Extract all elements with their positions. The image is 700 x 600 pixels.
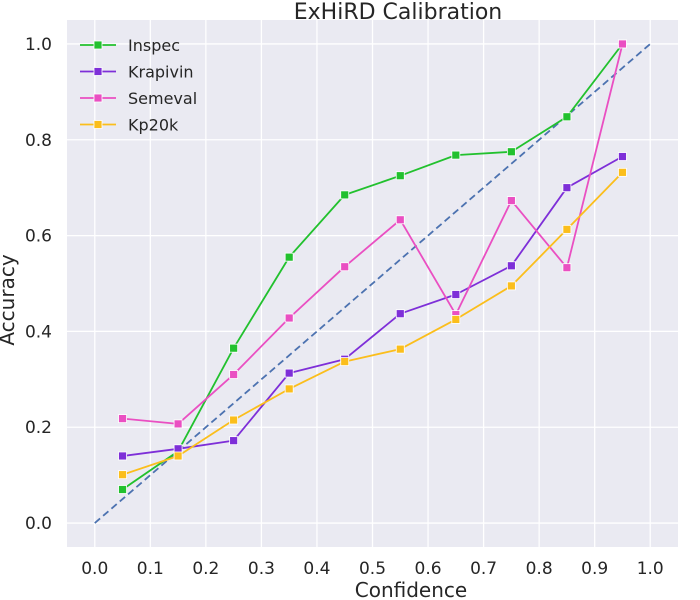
y-tick-label: 0.4 <box>25 322 52 342</box>
series-line-kp20k <box>122 171 624 476</box>
legend-label-krapivin: Krapivin <box>128 63 194 82</box>
data-point-semeval <box>562 263 572 273</box>
legend-label-inspec: Inspec <box>128 36 180 55</box>
data-point-inspec <box>451 150 461 160</box>
data-point-kp20k <box>118 470 127 480</box>
data-point-kp20k <box>340 357 350 366</box>
legend-label-kp20k: Kp20k <box>128 116 179 135</box>
y-axis-label: Accuracy <box>0 254 19 345</box>
reference-diagonal <box>94 43 651 524</box>
legend-item-inspec: Inspec <box>80 36 180 55</box>
x-tick-label: 0.6 <box>415 559 442 579</box>
data-point-kp20k <box>506 281 516 291</box>
x-tick-label: 0.5 <box>359 559 386 579</box>
data-point-kp20k <box>395 344 405 354</box>
data-point-inspec <box>340 190 350 200</box>
legend-item-krapivin: Krapivin <box>80 63 194 82</box>
data-point-krapivin <box>284 368 294 378</box>
data-point-inspec <box>118 485 127 494</box>
x-tick-label: 0.3 <box>248 559 275 579</box>
grid-lines <box>67 20 678 547</box>
legend-item-semeval: Semeval <box>80 89 197 108</box>
x-tick-label: 0.8 <box>526 559 553 579</box>
data-point-krapivin <box>562 183 572 193</box>
series-group <box>118 39 627 494</box>
x-tick-label: 0.4 <box>303 559 330 579</box>
data-point-kp20k <box>451 315 461 324</box>
series-line-semeval <box>122 43 624 425</box>
data-point-kp20k <box>618 167 627 177</box>
data-point-krapivin <box>618 152 627 161</box>
chart-title: ExHiRD Calibration <box>294 0 503 25</box>
series-line-krapivin <box>122 155 623 457</box>
y-tick-labels: 0.0 0.2 0.4 0.6 0.8 1.0 <box>25 35 52 534</box>
data-point-inspec <box>395 171 405 181</box>
x-axis-label: Confidence <box>355 578 467 600</box>
data-point-semeval <box>118 414 127 424</box>
legend-item-kp20k: Kp20k <box>80 116 179 135</box>
x-tick-label: 0.2 <box>192 559 219 579</box>
y-tick-label: 0.8 <box>25 131 52 151</box>
x-tick-label: 0.0 <box>81 559 108 579</box>
data-point-semeval <box>618 39 627 49</box>
x-tick-labels: 0.0 0.1 0.2 0.3 0.4 0.5 0.6 0.7 0.8 0.9 1.0 <box>81 559 664 579</box>
x-tick-label: 0.9 <box>581 559 608 579</box>
data-point-semeval <box>229 370 239 379</box>
data-point-inspec <box>562 112 572 122</box>
data-point-kp20k <box>284 384 294 394</box>
data-point-krapivin <box>451 290 461 299</box>
y-tick-label: 0.0 <box>25 514 52 534</box>
data-point-krapivin <box>395 309 405 319</box>
data-point-krapivin <box>229 436 239 446</box>
data-point-semeval <box>340 262 350 272</box>
x-tick-label: 1.0 <box>637 559 664 579</box>
data-point-semeval <box>395 215 405 225</box>
data-point-semeval <box>284 313 294 323</box>
y-tick-label: 0.2 <box>25 418 52 438</box>
y-tick-label: 0.6 <box>25 227 52 247</box>
legend-marker-krapivin <box>93 67 103 76</box>
legend-label-semeval: Semeval <box>128 89 197 108</box>
data-point-kp20k <box>173 451 183 461</box>
data-point-inspec <box>506 147 516 157</box>
data-point-inspec <box>284 252 294 262</box>
data-point-inspec <box>229 343 239 353</box>
data-point-semeval <box>506 196 516 206</box>
data-point-krapivin <box>118 451 127 461</box>
data-point-kp20k <box>562 224 572 234</box>
perfect-calibration-line <box>94 43 651 524</box>
legend: Inspec Krapivin Semeval Kp20k <box>80 36 197 135</box>
x-tick-label: 0.7 <box>470 559 497 579</box>
x-tick-label: 0.1 <box>137 559 164 579</box>
data-point-semeval <box>173 419 183 429</box>
data-point-krapivin <box>506 261 516 271</box>
data-point-kp20k <box>229 415 239 425</box>
legend-marker-inspec <box>93 40 103 50</box>
y-tick-label: 1.0 <box>25 35 52 55</box>
legend-marker-kp20k <box>93 120 103 129</box>
legend-marker-semeval <box>93 93 103 103</box>
